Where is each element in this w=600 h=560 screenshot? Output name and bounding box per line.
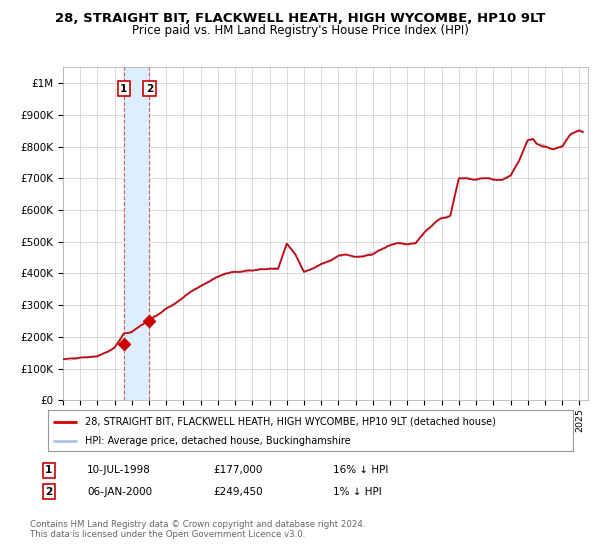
Text: 06-JAN-2000: 06-JAN-2000	[87, 487, 152, 497]
Text: 10-JUL-1998: 10-JUL-1998	[87, 465, 151, 475]
Text: Contains HM Land Registry data © Crown copyright and database right 2024.
This d: Contains HM Land Registry data © Crown c…	[30, 520, 365, 539]
Text: 1: 1	[120, 84, 127, 94]
Text: 1: 1	[45, 465, 52, 475]
Text: £249,450: £249,450	[213, 487, 263, 497]
Text: Price paid vs. HM Land Registry's House Price Index (HPI): Price paid vs. HM Land Registry's House …	[131, 24, 469, 37]
Text: 28, STRAIGHT BIT, FLACKWELL HEATH, HIGH WYCOMBE, HP10 9LT: 28, STRAIGHT BIT, FLACKWELL HEATH, HIGH …	[55, 12, 545, 25]
Text: 1% ↓ HPI: 1% ↓ HPI	[333, 487, 382, 497]
Text: 28, STRAIGHT BIT, FLACKWELL HEATH, HIGH WYCOMBE, HP10 9LT (detached house): 28, STRAIGHT BIT, FLACKWELL HEATH, HIGH …	[85, 417, 496, 427]
Text: 2: 2	[45, 487, 52, 497]
Text: HPI: Average price, detached house, Buckinghamshire: HPI: Average price, detached house, Buck…	[85, 436, 350, 446]
Bar	[124, 67, 149, 400]
Text: 2: 2	[146, 84, 153, 94]
Text: £177,000: £177,000	[213, 465, 262, 475]
Text: 16% ↓ HPI: 16% ↓ HPI	[333, 465, 388, 475]
